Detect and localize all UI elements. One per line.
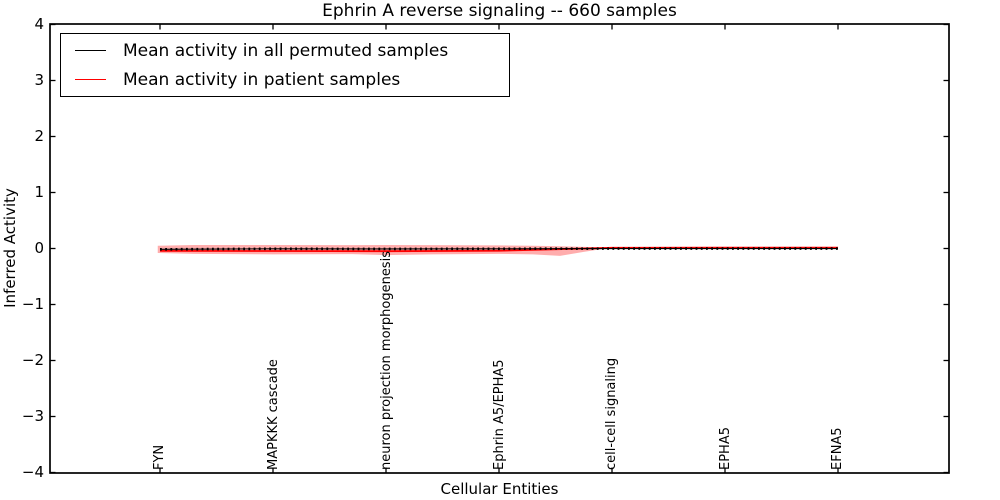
- legend-box: Mean activity in all permuted samples Me…: [60, 33, 510, 97]
- chart-title: Ephrin A reverse signaling -- 660 sample…: [322, 1, 677, 21]
- legend-entry-patient: Mean activity in patient samples: [61, 65, 509, 94]
- y-tick-label: 2: [34, 127, 44, 145]
- x-tick-label: FYN: [152, 444, 167, 470]
- legend-line-sample-black: [75, 50, 106, 51]
- legend-label: Mean activity in patient samples: [123, 69, 401, 90]
- y-tick-label: −4: [21, 463, 44, 481]
- x-tick-label: Ephrin A5/EPHA5: [492, 359, 507, 470]
- legend-line-sample-red: [75, 79, 106, 80]
- y-axis-label: Inferred Activity: [1, 188, 19, 308]
- x-tick-label: cell-cell signaling: [604, 357, 619, 470]
- x-tick-label: EFNA5: [830, 427, 845, 470]
- y-tick-label: 0: [34, 239, 44, 257]
- y-tick-label: −1: [21, 295, 44, 313]
- y-tick-label: −2: [21, 351, 44, 369]
- legend-entry-permuted: Mean activity in all permuted samples: [61, 36, 509, 65]
- permuted-errorbar-caps: [159, 247, 838, 251]
- y-tick-label: −3: [21, 407, 44, 425]
- x-tick-label: MAPKKK cascade: [266, 359, 281, 470]
- x-axis-label: Cellular Entities: [440, 480, 559, 498]
- legend-label: Mean activity in all permuted samples: [123, 40, 449, 61]
- patient-mean-line: [159, 246, 838, 253]
- x-tick-label: neuron projection morphogenesis: [379, 251, 394, 470]
- y-tick-label: 4: [34, 15, 44, 33]
- x-tick-label: EPHA5: [718, 427, 733, 470]
- y-tick-label: 3: [34, 71, 44, 89]
- y-tick-label: 1: [34, 183, 44, 201]
